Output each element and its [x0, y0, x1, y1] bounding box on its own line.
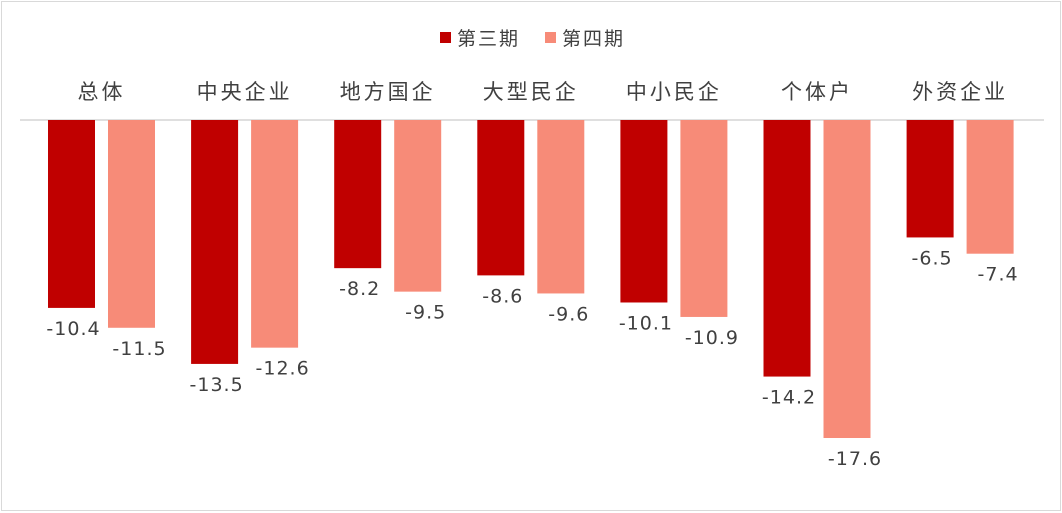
legend: 第三期 第四期 [440, 28, 625, 50]
category-label-1: 总体 [78, 80, 126, 104]
bar-series1-4 [477, 120, 525, 276]
bar-series2-1 [108, 120, 155, 328]
bar-series1-6 [763, 120, 811, 377]
bar-series1-1 [48, 120, 95, 308]
bar-series2-4 [537, 120, 585, 294]
bars [48, 120, 1014, 438]
bar-series2-6 [823, 120, 871, 438]
category-label-4: 大型民企 [483, 80, 579, 104]
category-label-2: 中央企业 [197, 80, 293, 104]
legend-label-2: 第四期 [562, 28, 625, 50]
category-label-5: 中小民企 [626, 80, 722, 104]
bar-series2-7 [966, 120, 1014, 254]
bar-series2-2 [251, 120, 299, 348]
value-label-series1-6: -14.2 [762, 387, 816, 409]
bar-series1-2 [191, 120, 239, 364]
value-labels: -10.4 -13.5 -8.2 -8.6 -10.1 -14.2 -6.5 -11.5 -12… [46, 247, 1019, 470]
value-label-series2-5: -10.9 [685, 327, 739, 349]
bar-series2-3 [394, 120, 442, 292]
category-label-6: 个体户 [781, 80, 853, 104]
value-label-series2-2: -12.6 [256, 358, 310, 380]
legend-label-1: 第三期 [457, 28, 520, 50]
value-label-series1-4: -8.6 [482, 285, 523, 307]
value-label-series2-3: -9.5 [405, 302, 446, 324]
legend-swatch-1 [440, 32, 451, 43]
value-label-series2-7: -7.4 [978, 264, 1019, 286]
bar-series2-5 [680, 120, 728, 317]
value-label-series1-3: -8.2 [339, 278, 380, 300]
bar-series1-5 [620, 120, 668, 303]
value-label-series1-7: -6.5 [912, 247, 953, 269]
value-label-series1-2: -13.5 [190, 374, 244, 396]
value-label-series2-4: -9.6 [548, 303, 589, 325]
value-label-series1-1: -10.4 [46, 318, 100, 340]
value-label-series2-6: -17.6 [828, 448, 882, 470]
bar-series1-7 [906, 120, 954, 238]
category-label-3: 地方国企 [340, 80, 436, 104]
value-label-series2-1: -11.5 [112, 338, 166, 360]
category-labels: 总体 中央企业 地方国企 大型民企 中小民企 个体户 外资企业 [78, 80, 1008, 104]
value-label-series1-5: -10.1 [619, 312, 673, 334]
legend-swatch-2 [545, 32, 556, 43]
bar-series1-3 [334, 120, 382, 269]
category-label-7: 外资企业 [912, 80, 1008, 104]
